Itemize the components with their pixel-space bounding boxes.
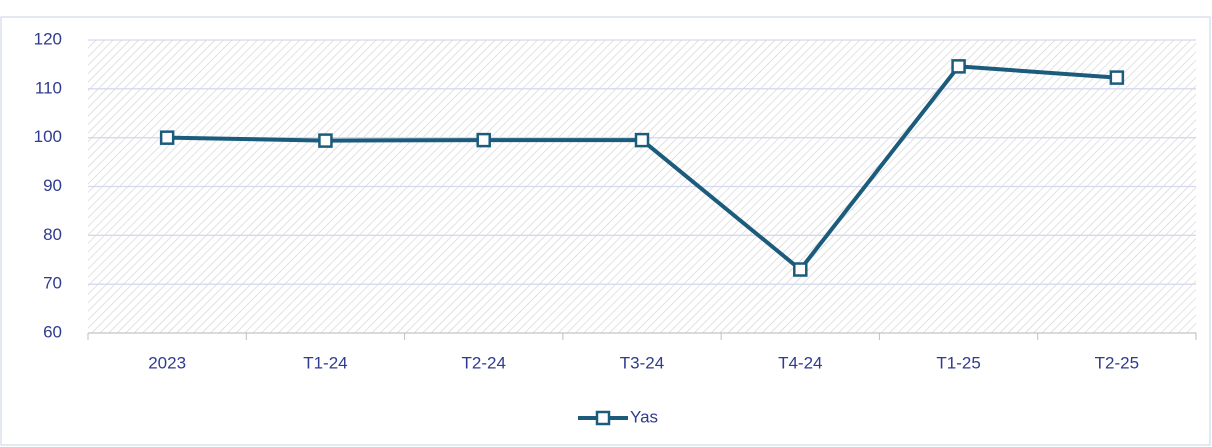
y-tick-label: 120: [34, 29, 62, 48]
x-tick-label: 2023: [148, 353, 186, 372]
y-tick-label: 70: [43, 274, 62, 293]
y-tick-label: 100: [34, 127, 62, 146]
marker: [951, 59, 966, 74]
marker: [634, 132, 650, 148]
x-tick-label: T1-24: [303, 353, 347, 372]
y-tick-label: 80: [43, 225, 62, 244]
x-tick-label: T2-25: [1095, 353, 1139, 372]
legend-label: Yas: [630, 407, 658, 426]
marker: [159, 130, 175, 145]
x-tick-label: T2-24: [462, 353, 506, 372]
x-tick-label: T4-24: [778, 353, 822, 372]
marker: [318, 133, 333, 148]
marker: [476, 132, 491, 148]
x-tick-label: T3-24: [620, 353, 664, 372]
y-tick-label: 110: [35, 78, 62, 97]
marker: [1109, 70, 1125, 85]
y-tick-label: 60: [43, 322, 62, 341]
x-tick-label: T1-25: [936, 353, 980, 372]
y-tick-label: 90: [43, 176, 62, 195]
legend-marker: [595, 410, 611, 426]
marker: [793, 262, 808, 277]
